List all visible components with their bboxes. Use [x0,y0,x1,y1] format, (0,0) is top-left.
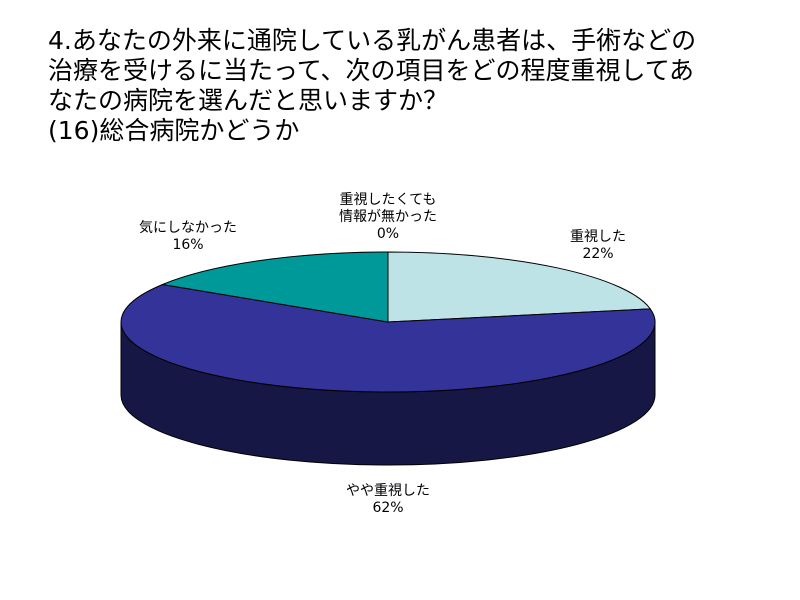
slice-label-name: 重視した [570,229,626,245]
slice-label-value: 22% [582,246,614,262]
title-line: (16)総合病院かどうか [48,116,300,145]
slice-label-value: 0% [376,226,400,242]
slice-label-jouhou-ga-nakatta: 重視したくても 情報が無かった 0% [318,192,458,243]
pie-slice-2 [160,251,389,323]
slice-label-name: 気にしなかった [139,220,237,236]
pie-slice-0 [387,251,652,323]
chart-title: 4.あなたの外来に通院している乳がん患者は、手術などの 治療を受けるに当たって、… [48,26,768,146]
slice-label-yaya-juushi-shita: やや重視した 62% [318,483,458,517]
slice-label-value: 62% [372,500,404,516]
slice-label-ki-ni-shinakatta: 気にしなかった 16% [118,220,258,254]
title-line: 4.あなたの外来に通院している乳がん患者は、手術などの [48,26,697,55]
slice-label-name: 情報が無かった [339,209,437,225]
pie-slice-1 [120,283,656,393]
title-line: 治療を受けるに当たって、次の項目をどの程度重視してあ [48,56,695,85]
slice-label-name: 重視したくても [339,192,437,208]
slice-label-juushi-shita: 重視した 22% [553,229,643,263]
slice-label-value: 16% [172,237,204,253]
slice-label-name: やや重視した [346,483,430,499]
title-line: なたの病院を選んだと思いますか？ [48,86,449,115]
